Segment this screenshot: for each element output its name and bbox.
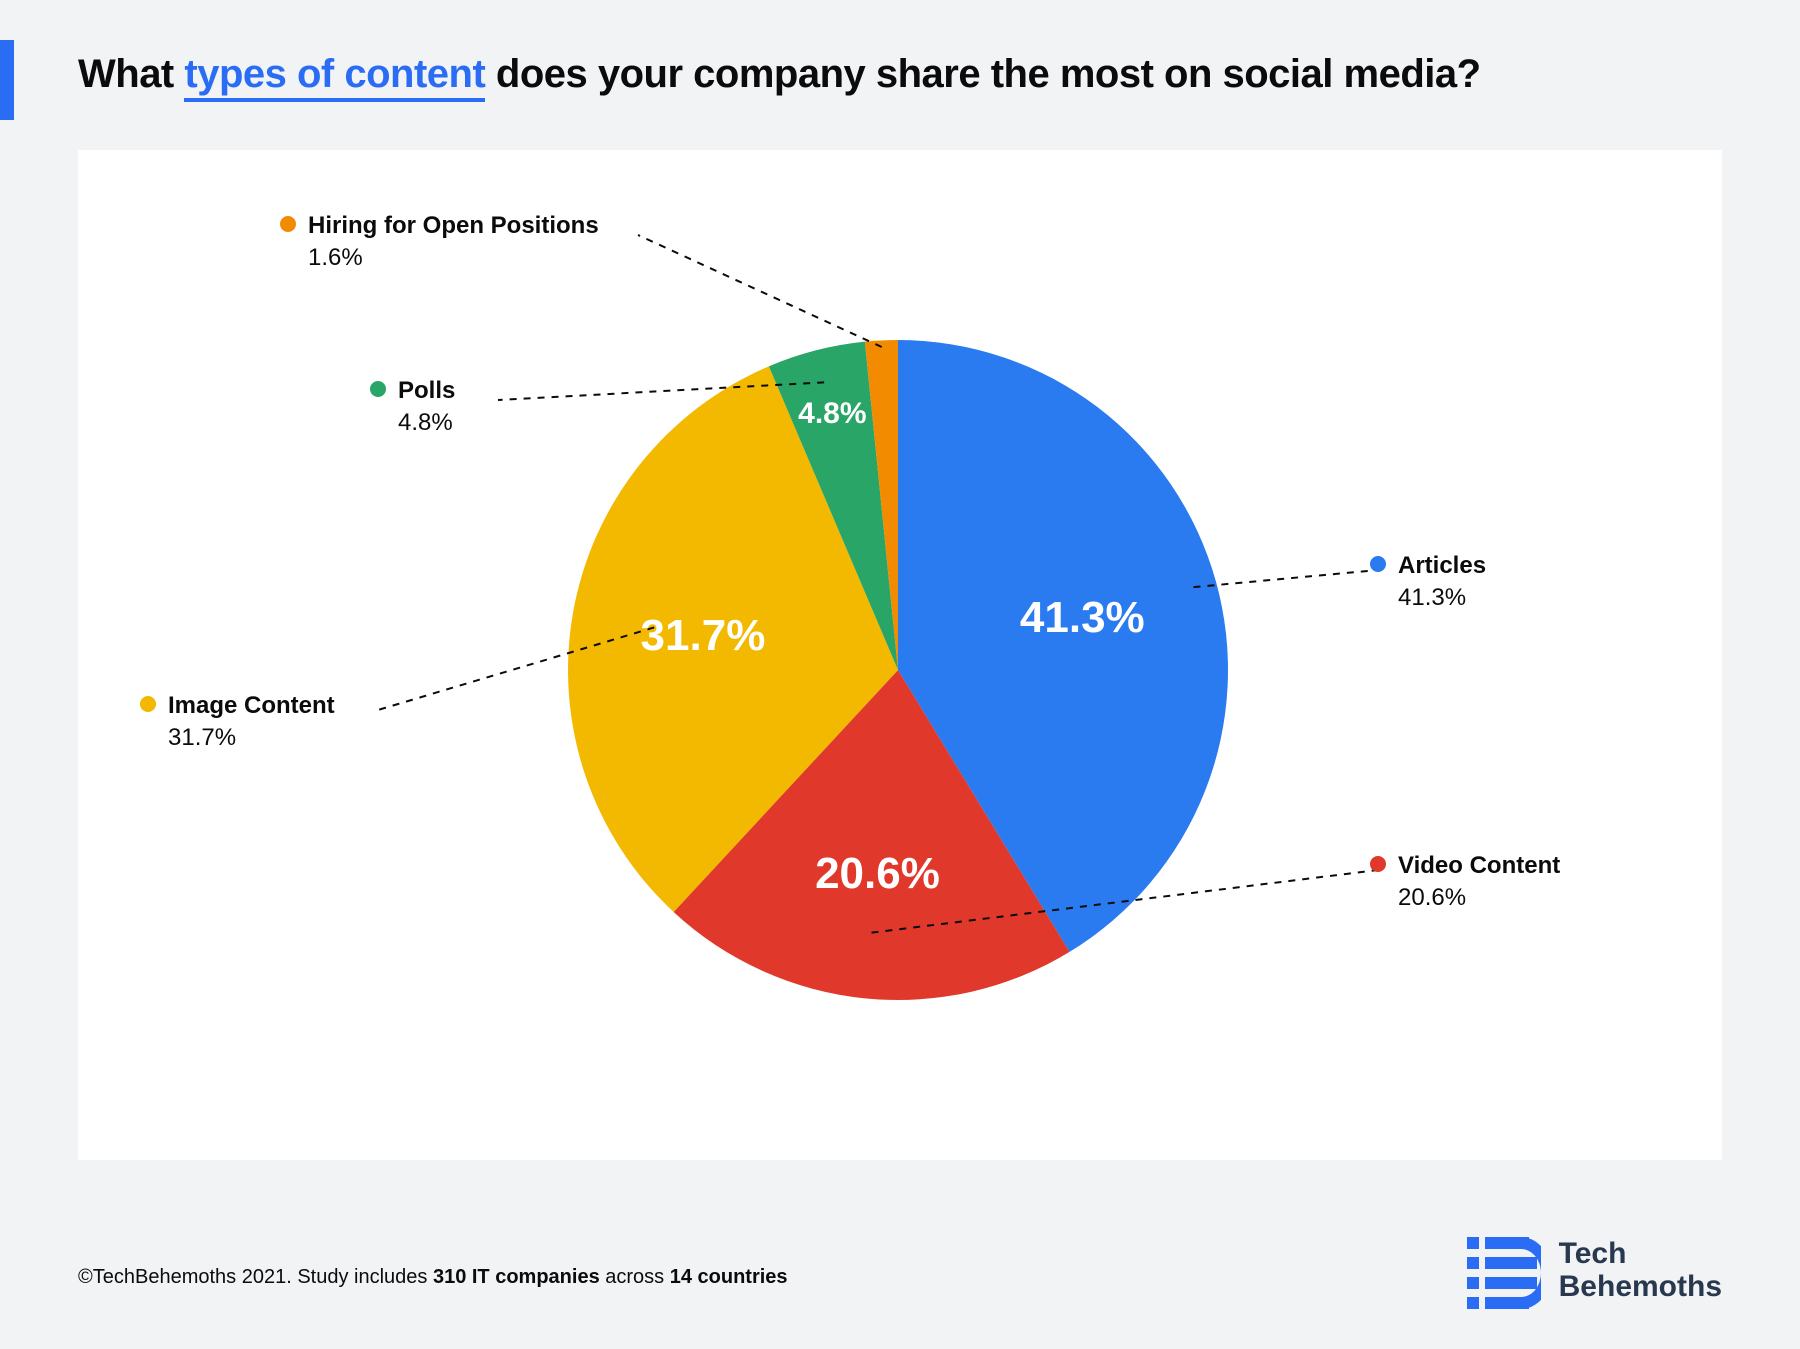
- slice-pct-label: 31.7%: [641, 611, 766, 661]
- slice-pct-label: 20.6%: [815, 849, 940, 899]
- footnote-mid: across: [600, 1266, 670, 1288]
- chart-card: 41.3% Articles41.3% 20.6% Video Content20.6…: [78, 150, 1722, 1160]
- footnote-bold-1: 310 IT companies: [433, 1266, 600, 1288]
- accent-bar: [0, 40, 14, 120]
- leader-line: [1194, 570, 1378, 587]
- legend-dot: [140, 696, 156, 712]
- title-post: does your company share the most on soci…: [485, 52, 1480, 96]
- title-pre: What: [78, 52, 184, 96]
- legend-dot: [1370, 556, 1386, 572]
- leader-line: [638, 235, 882, 347]
- legend-dot: [1370, 856, 1386, 872]
- slice-external-label: Hiring for Open Positions1.6%: [308, 210, 599, 275]
- brand-line-2: Behemoths: [1559, 1270, 1722, 1303]
- pie-chart: 41.3% Articles41.3% 20.6% Video Content20.6…: [78, 150, 1722, 1160]
- footnote: ©TechBehemoths 2021. Study includes 310 …: [78, 1266, 788, 1289]
- legend-dot: [370, 381, 386, 397]
- slice-pct-label: 4.8%: [798, 397, 866, 431]
- brand-text: Tech Behemoths: [1559, 1237, 1722, 1303]
- slice-pct-label: 41.3%: [1020, 593, 1145, 643]
- footnote-prefix: ©TechBehemoths 2021. Study includes: [78, 1266, 433, 1288]
- slice-external-label: Video Content20.6%: [1398, 850, 1560, 915]
- slice-external-label: Image Content31.7%: [168, 690, 335, 755]
- footnote-bold-2: 14 countries: [670, 1266, 788, 1288]
- page-title: What types of content does your company …: [78, 52, 1481, 97]
- title-highlight: types of content: [184, 52, 485, 102]
- legend-dot: [280, 216, 296, 232]
- slice-external-label: Articles41.3%: [1398, 550, 1486, 615]
- slice-external-label: Polls4.8%: [398, 375, 455, 440]
- brand: Tech Behemoths: [1463, 1231, 1722, 1309]
- brand-logo-icon: [1463, 1231, 1541, 1309]
- brand-line-1: Tech: [1559, 1237, 1722, 1270]
